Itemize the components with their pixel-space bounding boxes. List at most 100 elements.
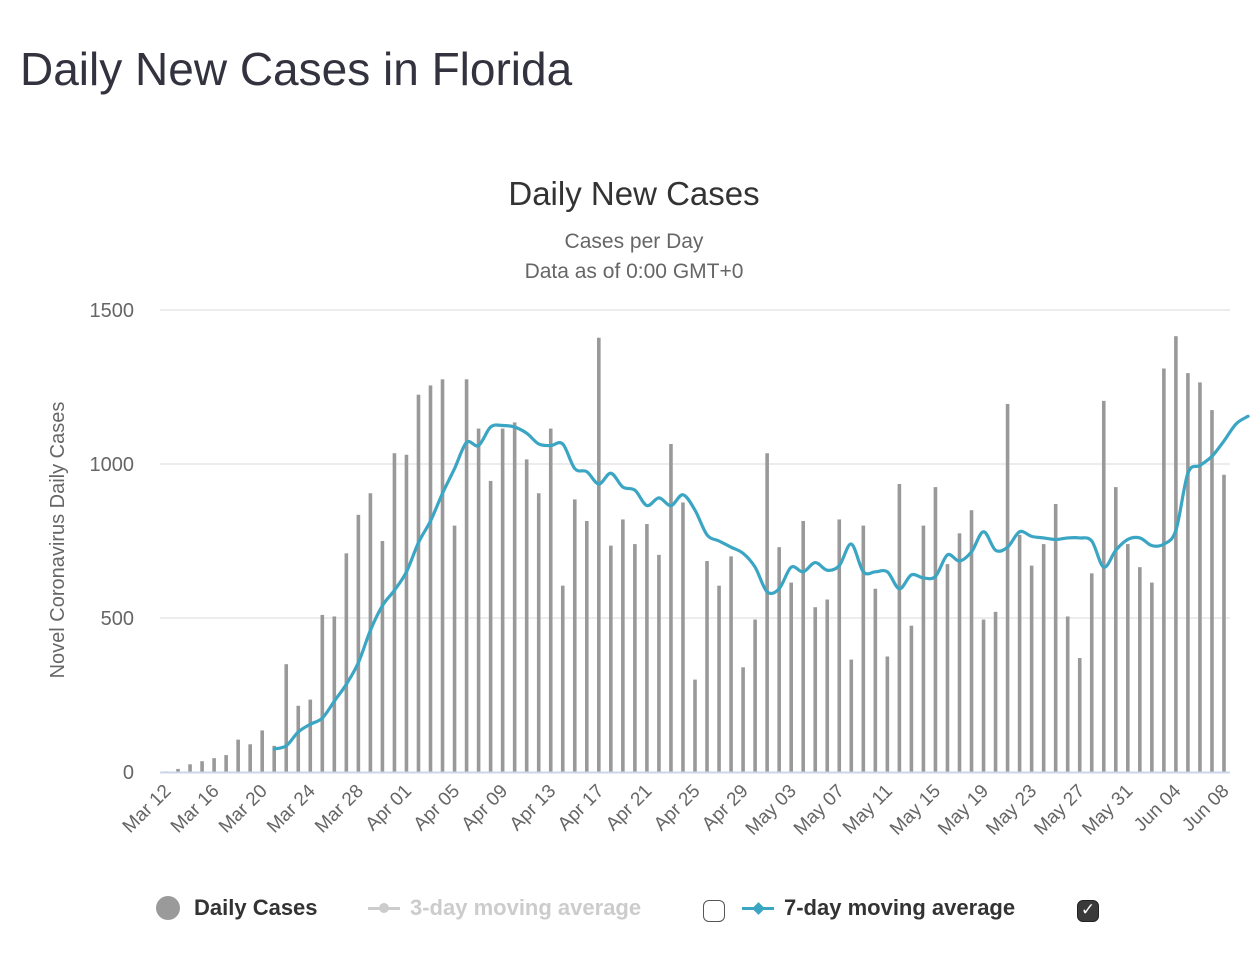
bar[interactable] xyxy=(236,739,240,772)
bar[interactable] xyxy=(536,493,541,772)
bar[interactable] xyxy=(524,459,529,772)
bar[interactable] xyxy=(380,541,385,772)
bar[interactable] xyxy=(416,394,421,772)
bar[interactable] xyxy=(212,758,216,772)
bar[interactable] xyxy=(693,679,697,772)
bar[interactable] xyxy=(765,453,769,772)
bar[interactable] xyxy=(957,533,962,772)
bar[interactable] xyxy=(188,764,192,772)
bar[interactable] xyxy=(512,422,517,772)
bar[interactable] xyxy=(320,614,325,772)
bar[interactable] xyxy=(621,519,625,772)
bar[interactable] xyxy=(969,510,974,772)
bar[interactable] xyxy=(1222,474,1226,772)
legend-7day-average[interactable]: 7-day moving average xyxy=(742,890,1015,926)
legend-daily-cases[interactable]: Daily Cases xyxy=(156,890,318,926)
7day-average-checkbox[interactable]: ✓ xyxy=(1077,900,1099,922)
bar[interactable] xyxy=(1089,573,1094,772)
bar[interactable] xyxy=(224,755,228,772)
bar[interactable] xyxy=(1186,373,1190,772)
bar[interactable] xyxy=(1065,616,1070,772)
y-axis-title: Novel Coronavirus Daily Cases xyxy=(47,402,69,679)
bar[interactable] xyxy=(861,525,866,772)
bar[interactable] xyxy=(753,619,757,772)
bar[interactable] xyxy=(428,385,433,772)
bar[interactable] xyxy=(681,502,685,773)
bar[interactable] xyxy=(1162,368,1166,772)
moving-average-lines xyxy=(272,414,1250,751)
bar[interactable] xyxy=(584,520,589,772)
bar[interactable] xyxy=(885,656,890,773)
bar[interactable] xyxy=(825,599,830,772)
bar[interactable] xyxy=(476,428,481,772)
bar[interactable] xyxy=(176,768,180,772)
bar[interactable] xyxy=(921,525,926,772)
bar[interactable] xyxy=(717,585,721,772)
bar[interactable] xyxy=(248,744,252,772)
bar[interactable] xyxy=(1174,336,1178,772)
bar[interactable] xyxy=(633,544,637,772)
bar[interactable] xyxy=(729,556,733,772)
bar[interactable] xyxy=(560,585,565,772)
bar[interactable] xyxy=(945,564,950,772)
bar[interactable] xyxy=(1017,534,1022,772)
bar[interactable] xyxy=(1150,582,1154,772)
bar[interactable] xyxy=(260,730,264,772)
bar[interactable] xyxy=(933,487,938,772)
bar[interactable] xyxy=(777,547,781,772)
bar[interactable] xyxy=(500,428,505,772)
bar[interactable] xyxy=(1053,504,1058,772)
bar[interactable] xyxy=(801,520,806,772)
bar[interactable] xyxy=(392,453,397,772)
bar[interactable] xyxy=(1113,487,1118,772)
bar[interactable] xyxy=(404,454,409,772)
bar[interactable] xyxy=(572,499,577,772)
bar[interactable] xyxy=(669,443,673,772)
bar[interactable] xyxy=(1198,382,1202,772)
bar[interactable] xyxy=(284,664,289,772)
bar[interactable] xyxy=(200,761,204,772)
bar[interactable] xyxy=(645,524,649,772)
bar[interactable] xyxy=(1041,544,1046,772)
bar[interactable] xyxy=(296,705,301,772)
bar[interactable] xyxy=(1077,658,1082,772)
bar[interactable] xyxy=(1126,544,1130,772)
bar[interactable] xyxy=(1101,400,1106,772)
bar[interactable] xyxy=(488,480,493,772)
7day-line-icon xyxy=(742,896,774,920)
bar[interactable] xyxy=(705,561,709,772)
legend-3day-average[interactable]: 3-day moving average xyxy=(368,890,641,926)
x-tick-label: May 31 xyxy=(1078,781,1137,840)
bar[interactable] xyxy=(909,625,914,772)
bar[interactable] xyxy=(609,545,613,772)
bar[interactable] xyxy=(849,659,854,772)
bar[interactable] xyxy=(1138,567,1142,772)
bar[interactable] xyxy=(548,428,553,772)
bar[interactable] xyxy=(344,553,349,772)
bar[interactable] xyxy=(993,611,998,772)
bar[interactable] xyxy=(597,337,601,772)
bar[interactable] xyxy=(308,699,313,772)
bar[interactable] xyxy=(356,514,361,772)
bar[interactable] xyxy=(741,667,745,772)
bar[interactable] xyxy=(1210,410,1214,772)
chart-data-date: Data as of 0:00 GMT+0 xyxy=(525,260,744,283)
bar[interactable] xyxy=(464,379,469,772)
bar[interactable] xyxy=(837,519,842,772)
bar[interactable] xyxy=(897,484,902,772)
bar[interactable] xyxy=(873,588,878,772)
bar[interactable] xyxy=(657,554,661,772)
bar[interactable] xyxy=(813,607,818,772)
bar[interactable] xyxy=(332,616,337,772)
bar[interactable] xyxy=(452,525,457,772)
bar[interactable] xyxy=(272,745,277,772)
bar[interactable] xyxy=(789,582,793,772)
x-tick-label: Apr 01 xyxy=(362,781,416,835)
bar[interactable] xyxy=(981,619,986,772)
3day-average-checkbox[interactable] xyxy=(703,900,725,922)
x-tick-label: Mar 12 xyxy=(119,781,176,838)
bar[interactable] xyxy=(1029,565,1034,772)
bar[interactable] xyxy=(440,379,445,772)
bar[interactable] xyxy=(1005,403,1010,772)
7day-average-line[interactable] xyxy=(272,414,1250,751)
